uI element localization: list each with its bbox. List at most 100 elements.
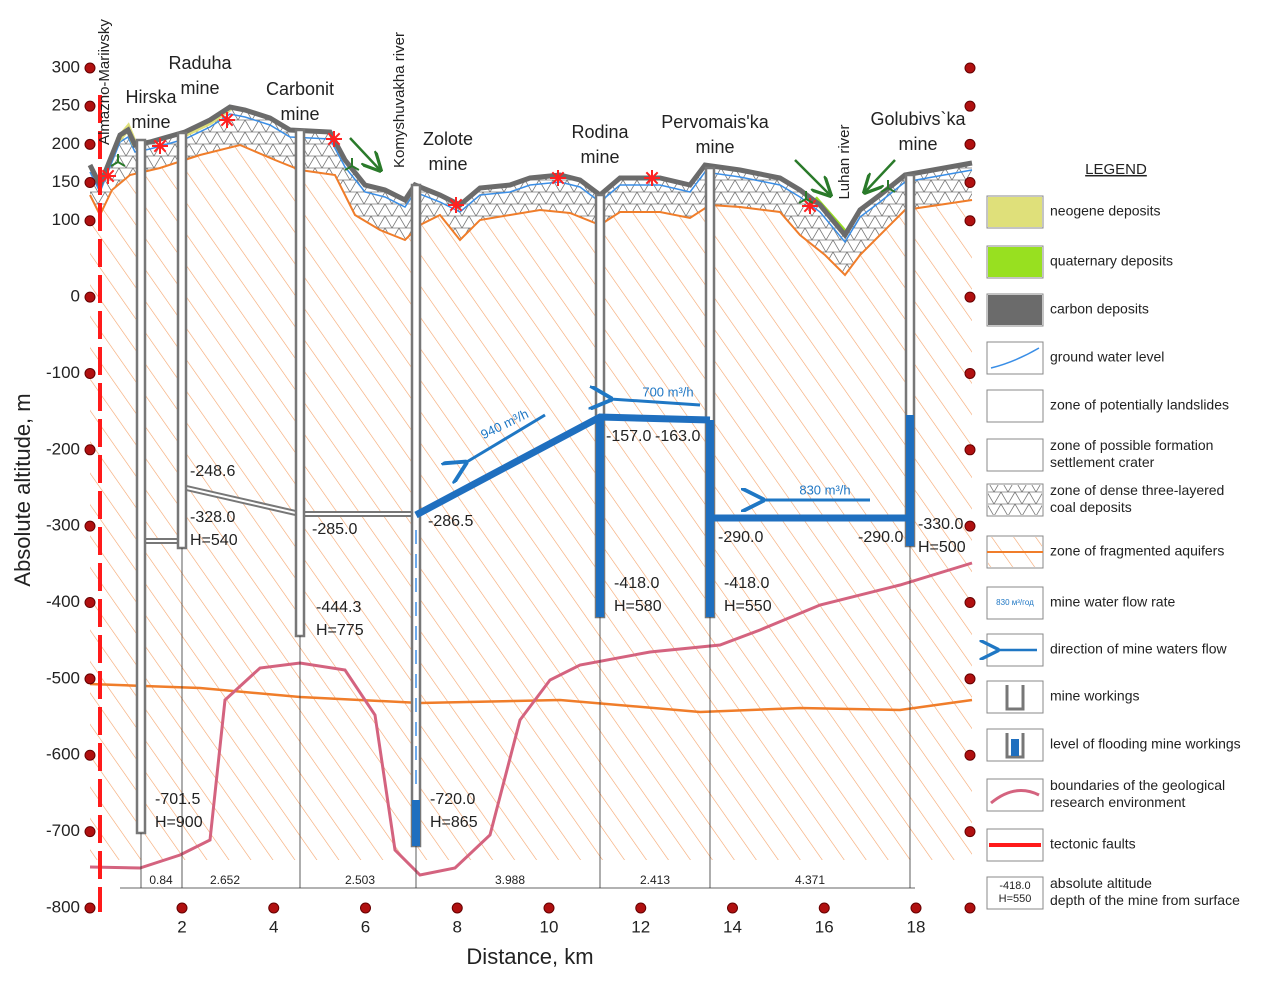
depth-label: H=900 [155, 814, 203, 831]
x-tick-label: 6 [361, 917, 370, 936]
crater-zone [326, 131, 342, 147]
legend-label: mine water flow rate [1050, 594, 1175, 610]
segment-distance: 2.503 [345, 873, 375, 887]
legend-label: boundaries of the geological [1050, 777, 1225, 793]
y-tick [85, 674, 95, 684]
x-tick-label: 4 [269, 917, 278, 936]
y-tick [965, 827, 975, 837]
y-tick-label: -300 [46, 516, 80, 535]
depth-label: -290.0 [858, 529, 903, 546]
y-tick [965, 598, 975, 608]
x-tick [728, 903, 738, 913]
y-tick [965, 139, 975, 149]
swatch-fill [988, 295, 1042, 325]
depth-label: -157.0 [606, 428, 651, 445]
legend-label: neogene deposits [1050, 203, 1161, 219]
y-tick-label: -800 [46, 897, 80, 916]
y-tick [85, 903, 95, 913]
depth-label: H=580 [614, 598, 662, 615]
x-tick [819, 903, 829, 913]
y-tick [85, 368, 95, 378]
flooded-shaft [596, 417, 604, 617]
legend-label: research environment [1050, 794, 1186, 810]
crater-zone [219, 112, 235, 128]
y-tick-label: 250 [52, 96, 80, 115]
y-tick-label: 300 [52, 57, 80, 76]
legend-label: direction of mine waters flow [1050, 641, 1228, 657]
x-tick-label: 12 [631, 917, 650, 936]
mine-shaft [178, 133, 186, 548]
y-tick-label: 0 [71, 287, 80, 306]
depth-label: H=500 [918, 539, 966, 556]
y-tick [965, 292, 975, 302]
mine-name: Golubivs`ka [870, 109, 966, 129]
mine-name: mine [898, 134, 937, 154]
y-tick-label: 200 [52, 134, 80, 153]
depth-label: -290.0 [718, 529, 763, 546]
flooded-shaft [706, 420, 714, 617]
legend-label: zone of potentially landslides [1050, 397, 1229, 413]
mine-name: mine [428, 154, 467, 174]
segment-distance: 0.84 [149, 873, 173, 887]
mine-shaft [137, 140, 145, 833]
legend-label: level of flooding mine workings [1050, 736, 1241, 752]
depth-label: H=775 [316, 622, 364, 639]
legend-swatch [987, 390, 1043, 422]
crater-zone [550, 170, 566, 186]
y-tick [85, 445, 95, 455]
section-layers [90, 95, 972, 912]
y-tick [965, 521, 975, 531]
mine-name: mine [580, 147, 619, 167]
depth-label: -701.5 [155, 791, 200, 808]
legend-label: quaternary deposits [1050, 253, 1173, 269]
depth-label: -418.0 [724, 575, 769, 592]
crater-zone [152, 138, 168, 154]
legend-swatch [987, 439, 1043, 471]
x-tick-label: 8 [453, 917, 462, 936]
segment-distance: 2.413 [640, 873, 670, 887]
crater-zone [644, 170, 660, 186]
depth-label: H=550 [724, 598, 772, 615]
legend-label: carbon deposits [1050, 301, 1149, 317]
legend-label: mine workings [1050, 688, 1139, 704]
y-tick [965, 750, 975, 760]
depth-label: H=540 [190, 532, 238, 549]
y-tick [965, 903, 975, 913]
depth-label: -720.0 [430, 791, 475, 808]
swatch-fill [988, 197, 1042, 227]
mine-name: mine [280, 104, 319, 124]
flooded-shaft [906, 415, 914, 546]
y-tick [965, 445, 975, 455]
depth-label: -248.6 [190, 463, 235, 480]
y-tick-label: -400 [46, 592, 80, 611]
geological-section: 3002502001501000-100-200-300-400-500-600… [0, 0, 1264, 976]
x-tick [911, 903, 921, 913]
mine-name: mine [131, 112, 170, 132]
x-tick [269, 903, 279, 913]
x-tick [636, 903, 646, 913]
mine-name: Almazno-Mariivsky [96, 19, 113, 145]
legend-label: settlement crater [1050, 454, 1155, 470]
legend-label: zone of dense three-layered [1050, 482, 1224, 498]
x-tick-label: 16 [815, 917, 834, 936]
swatch-text: H=550 [999, 893, 1032, 905]
y-tick [965, 216, 975, 226]
swatch-text: 830 м³/год [996, 598, 1034, 607]
swatch-fill [988, 485, 1042, 515]
y-tick-label: 100 [52, 210, 80, 229]
y-tick-label: 150 [52, 172, 80, 191]
y-tick-label: -500 [46, 668, 80, 687]
flooded-shaft [412, 800, 420, 846]
y-tick-label: -600 [46, 745, 80, 764]
swatch-text: -418.0 [999, 880, 1030, 892]
y-tick [85, 63, 95, 73]
x-tick-label: 10 [540, 917, 559, 936]
depth-label: -444.3 [316, 599, 361, 616]
y-tick [965, 101, 975, 111]
y-tick [85, 598, 95, 608]
y-axis-label: Absolute altitude, m [10, 393, 35, 586]
y-tick [85, 101, 95, 111]
legend-label: coal deposits [1050, 499, 1132, 515]
swatch-fill [988, 247, 1042, 277]
